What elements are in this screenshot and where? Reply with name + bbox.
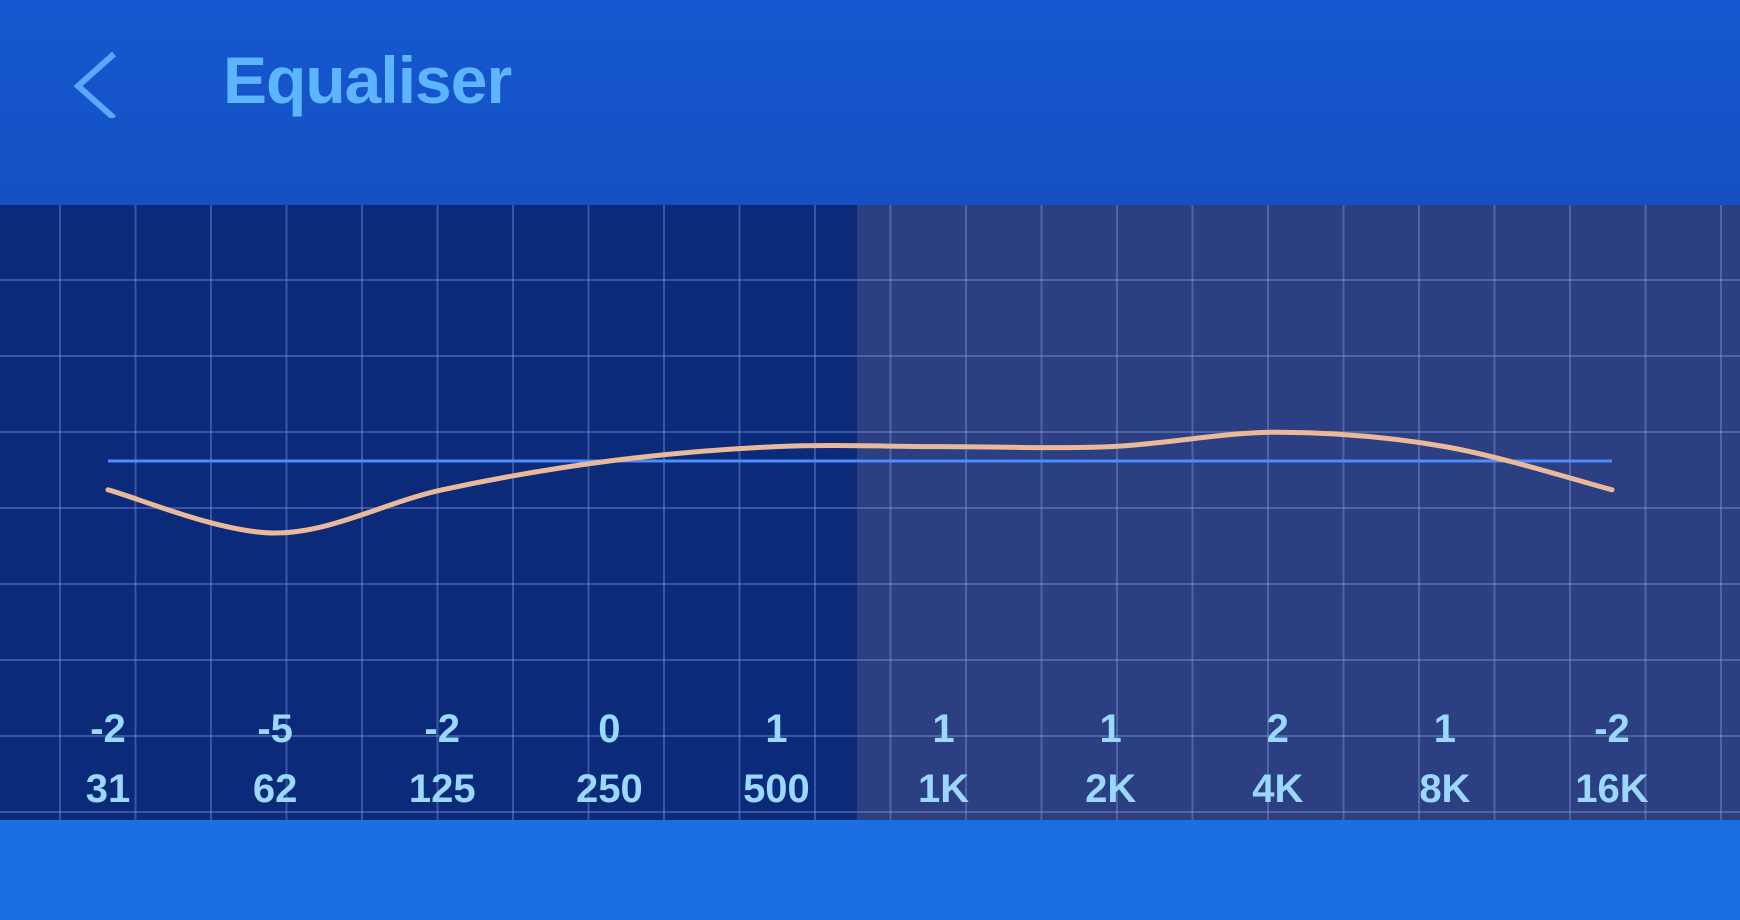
chevron-left-icon bbox=[73, 51, 116, 121]
band-frequency-label: 8K bbox=[1419, 767, 1470, 811]
band-handle-16K[interactable] bbox=[1598, 476, 1626, 504]
equaliser-panel: -2 31 -5 62 -2 125 0 250 1 500 1 1K 1 2K 2 4K 1 8K -2 16K bbox=[0, 205, 1740, 820]
band-value-label: 1 bbox=[932, 707, 954, 751]
band-value-label: 2 bbox=[1267, 707, 1289, 751]
band-frequency-label: 4K bbox=[1252, 767, 1303, 811]
eq-curve bbox=[105, 429, 1615, 536]
equaliser-chart[interactable]: -2 31 -5 62 -2 125 0 250 1 500 1 1K 1 2K 2 4K 1 8K -2 16K bbox=[0, 205, 1740, 820]
panel-left-region bbox=[0, 205, 857, 820]
band-frequency-label: 2K bbox=[1085, 767, 1136, 811]
band-value-label: 1 bbox=[1100, 707, 1122, 751]
band-frequency-label: 62 bbox=[253, 767, 298, 811]
band-value-label: -2 bbox=[90, 707, 126, 751]
band-value-label: 1 bbox=[765, 707, 787, 751]
band-value-label: -5 bbox=[257, 707, 293, 751]
band-handle-500[interactable] bbox=[762, 433, 790, 461]
band-handle-31[interactable] bbox=[94, 476, 122, 504]
band-handle-4K[interactable] bbox=[1264, 418, 1292, 446]
band-value-label: 0 bbox=[598, 707, 620, 751]
band-handle-2K[interactable] bbox=[1097, 433, 1125, 461]
band-frequency-label: 1K bbox=[918, 767, 969, 811]
panel-right-region bbox=[857, 205, 1740, 820]
band-frequency-label: 31 bbox=[86, 767, 131, 811]
bottom-bar bbox=[0, 820, 1740, 920]
band-handle-250[interactable] bbox=[595, 447, 623, 475]
band-handle-125[interactable] bbox=[428, 476, 456, 504]
band-value-label: -2 bbox=[1594, 707, 1630, 751]
band-frequency-label: 125 bbox=[409, 767, 476, 811]
header: Equaliser bbox=[0, 0, 1740, 205]
band-frequency-label: 500 bbox=[743, 767, 810, 811]
page-title: Equaliser bbox=[223, 43, 512, 117]
band-frequency-label: 16K bbox=[1575, 767, 1648, 811]
band-value-label: -2 bbox=[424, 707, 460, 751]
band-handle-8K[interactable] bbox=[1431, 433, 1459, 461]
band-handle-62[interactable] bbox=[261, 519, 289, 547]
band-frequency-label: 250 bbox=[576, 767, 643, 811]
back-button[interactable] bbox=[62, 48, 132, 121]
band-handle-1K[interactable] bbox=[930, 433, 958, 461]
band-value-label: 1 bbox=[1434, 707, 1456, 751]
